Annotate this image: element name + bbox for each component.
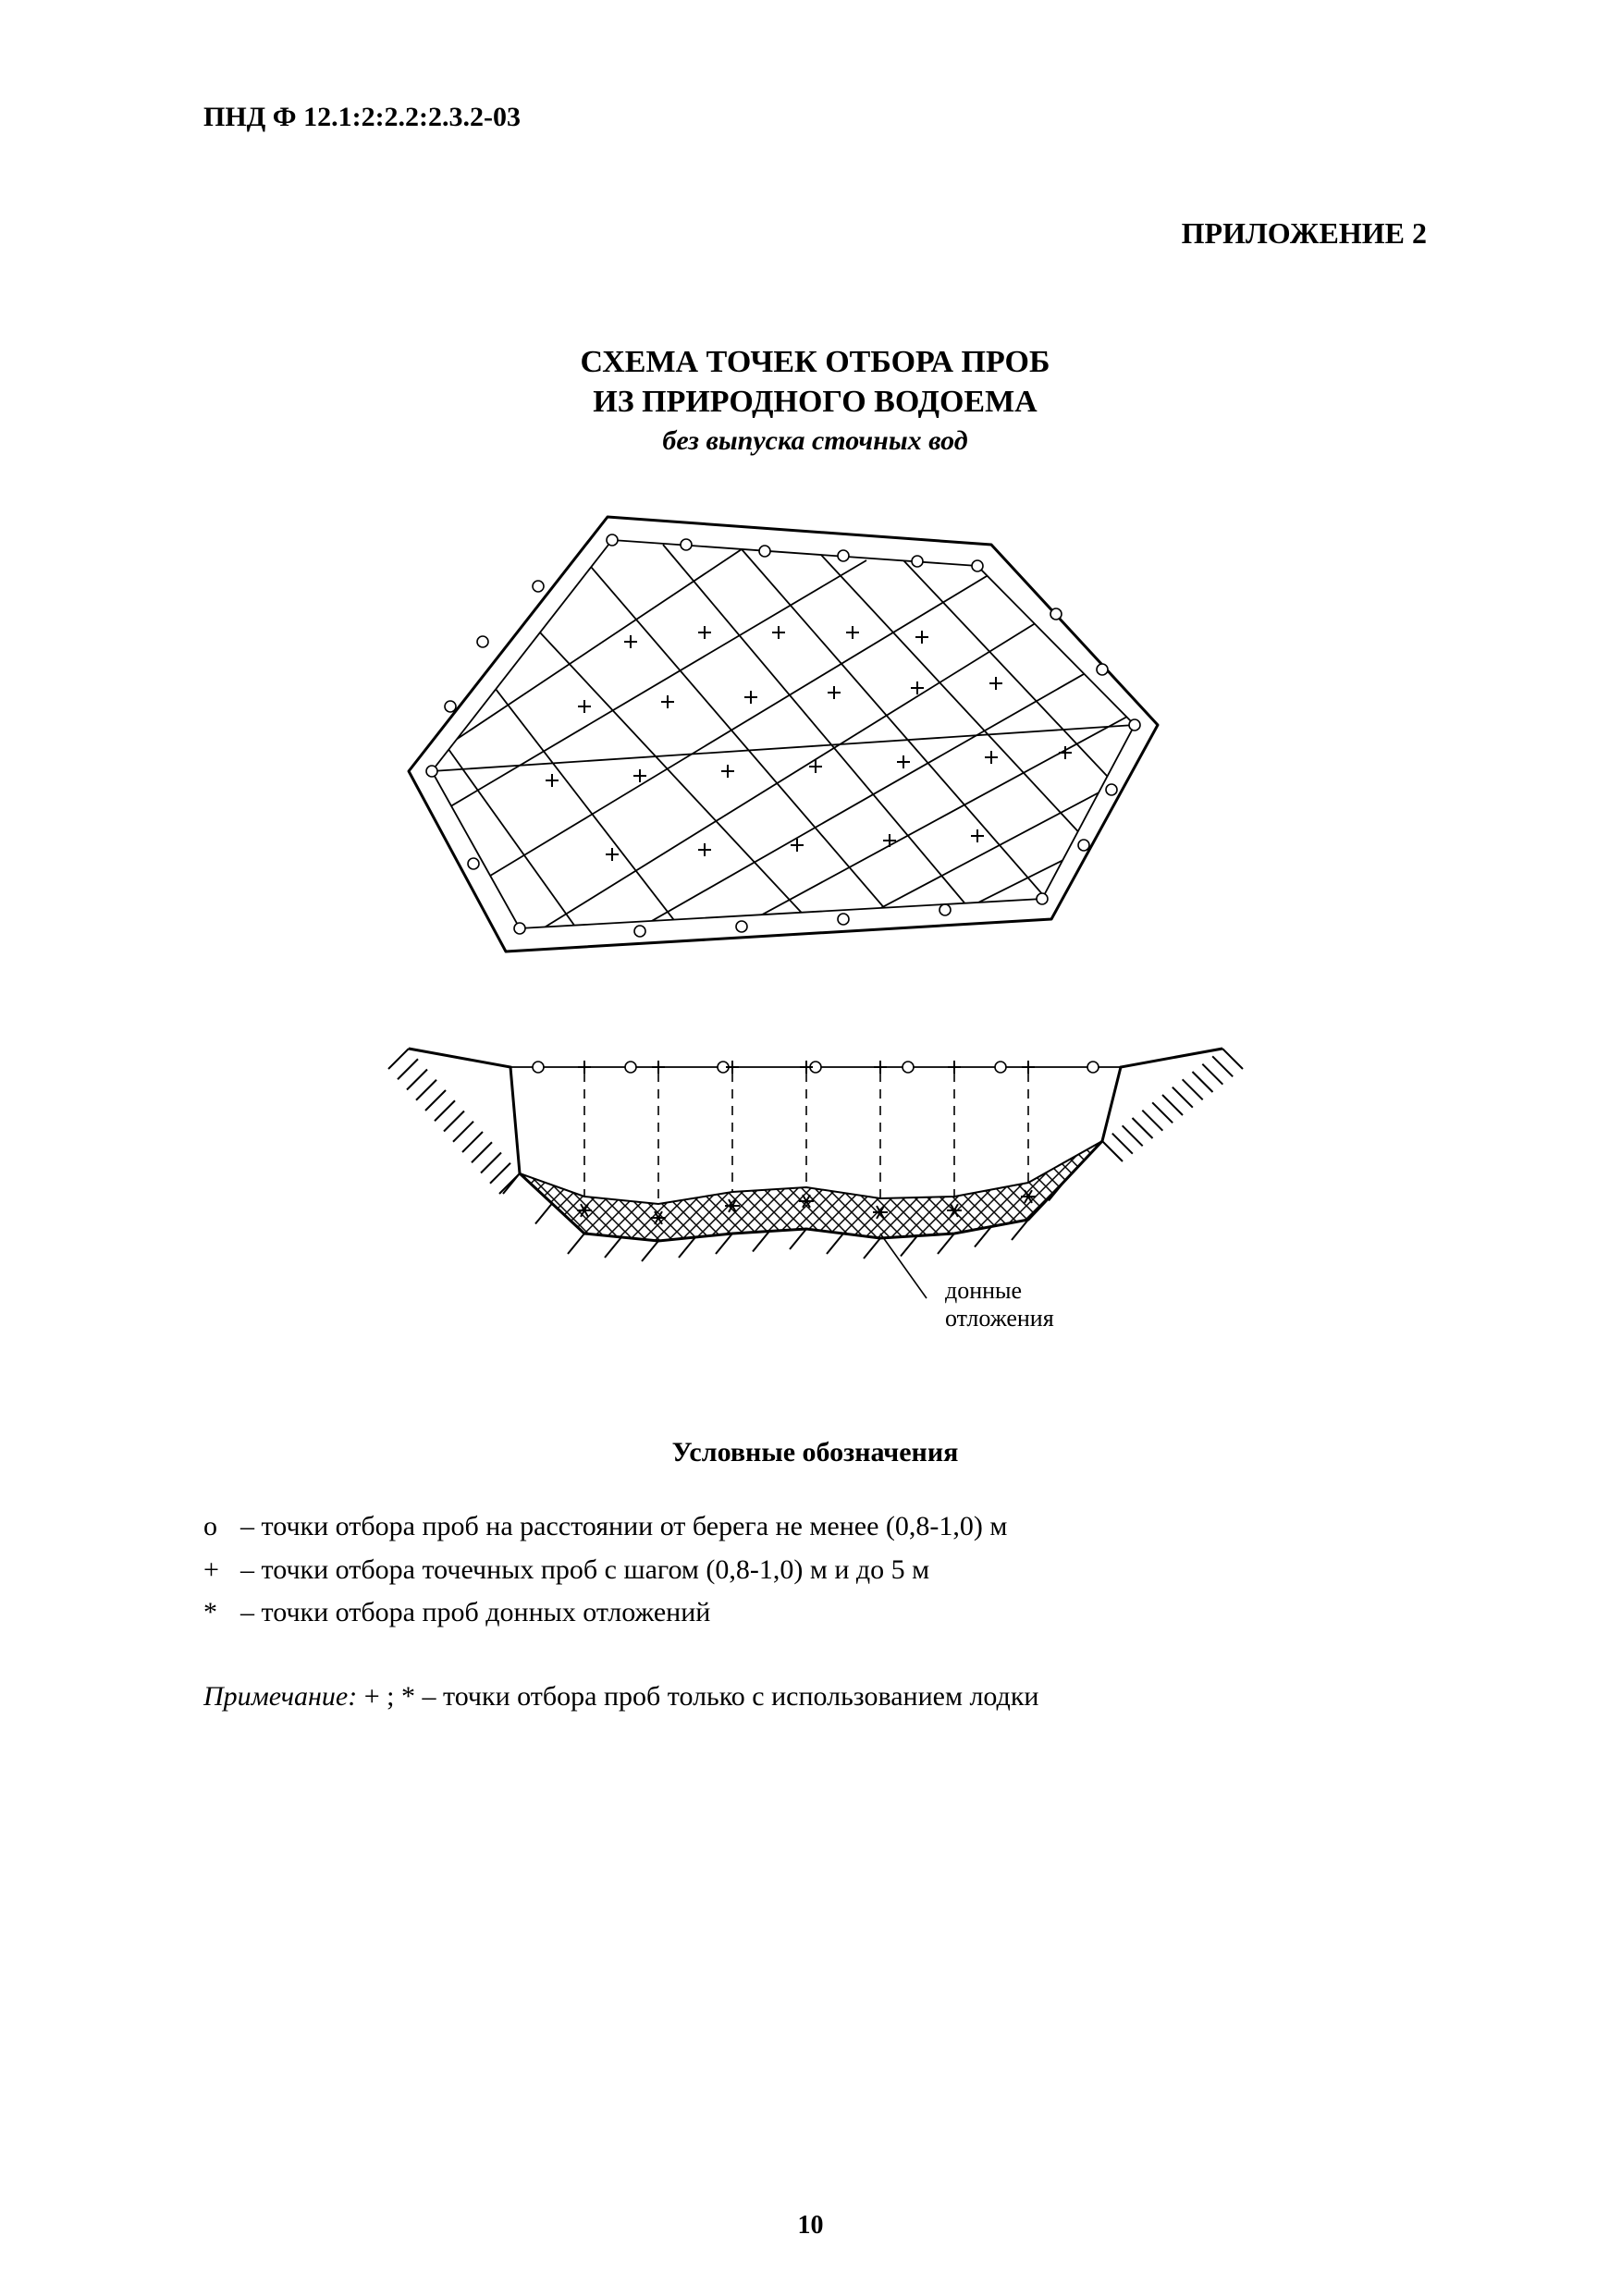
legend-text: – точки отбора проб донных отложений	[240, 1591, 710, 1635]
legend-row: * – точки отбора проб донных отложений	[203, 1591, 1427, 1635]
page: ПНД Ф 12.1:2:2.2:2.3.2-03 ПРИЛОЖЕНИЕ 2 С…	[0, 0, 1621, 2296]
legend-row: + – точки отбора точечных проб с шагом (…	[203, 1549, 1427, 1592]
legend-block: o – точки отбора проб на расстоянии от б…	[203, 1505, 1427, 1635]
note-label: Примечание:	[203, 1681, 357, 1712]
legend-text: – точки отбора точечных проб с шагом (0,…	[240, 1549, 929, 1592]
document-id: ПНД Ф 12.1:2:2.2:2.3.2-03	[203, 102, 1427, 133]
svg-text:отложения: отложения	[945, 1305, 1054, 1332]
title-line-1: СХЕМА ТОЧЕК ОТБОРА ПРОБ	[203, 343, 1427, 383]
legend-symbol: +	[203, 1549, 240, 1592]
legend-row: o – точки отбора проб на расстоянии от б…	[203, 1505, 1427, 1549]
legend-symbol: o	[203, 1505, 240, 1549]
appendix-heading: ПРИЛОЖЕНИЕ 2	[203, 216, 1427, 251]
note: Примечание: + ; * – точки отбора проб то…	[203, 1681, 1427, 1713]
title-line-2: ИЗ ПРИРОДНОГО ВОДОЕМА	[203, 383, 1427, 423]
sampling-diagram: донныеотложения	[353, 494, 1278, 1381]
title-block: СХЕМА ТОЧЕК ОТБОРА ПРОБ ИЗ ПРИРОДНОГО ВО…	[203, 343, 1427, 457]
legend-title: Условные обозначения	[203, 1437, 1427, 1468]
legend-text: – точки отбора проб на расстоянии от бер…	[240, 1505, 1007, 1549]
page-number: 10	[0, 2211, 1621, 2241]
figure-area: донныеотложения	[203, 494, 1427, 1381]
svg-text:донные: донные	[945, 1277, 1022, 1304]
legend-symbol: *	[203, 1591, 240, 1635]
subtitle: без выпуска сточных вод	[203, 425, 1427, 457]
note-text: + ; * – точки отбора проб только с испол…	[357, 1681, 1038, 1712]
